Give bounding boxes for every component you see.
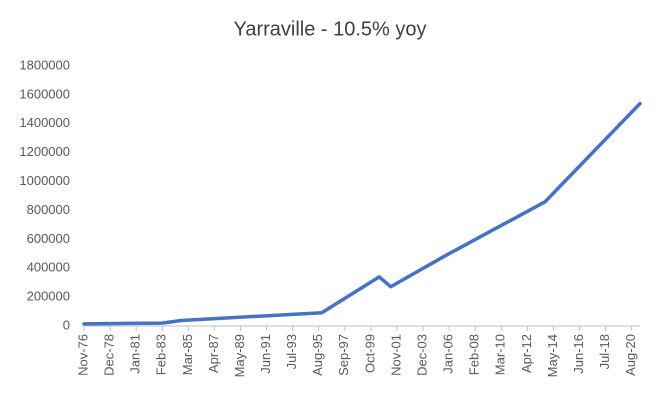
y-tick-label: 800000	[27, 202, 70, 217]
x-tick-label: Jan-06	[441, 334, 456, 374]
line	[82, 101, 642, 326]
x-tick-label: Jul-93	[284, 334, 299, 369]
y-tick-label: 600000	[27, 231, 70, 246]
y-tick-label: 1600000	[19, 86, 70, 101]
x-tick-label: Nov-76	[75, 334, 90, 376]
x-tick-label: Apr-87	[206, 334, 221, 373]
y-tick-label: 1400000	[19, 115, 70, 130]
chart-title: Yarraville - 10.5% yoy	[233, 18, 426, 40]
y-tick-label: 0	[63, 317, 70, 332]
x-tick-label: May-89	[232, 334, 247, 377]
x-tick-label: Feb-83	[154, 334, 169, 375]
x-tick-label: Aug-95	[310, 334, 325, 376]
x-tick-label: Jun-16	[571, 334, 586, 374]
x-tick-label: Sep-97	[336, 334, 351, 376]
x-tick-label: Jan-81	[128, 334, 143, 374]
y-tick-label: 1800000	[19, 57, 70, 72]
x-tick-label: Jul-18	[597, 334, 612, 369]
x-tick-label: Feb-08	[467, 334, 482, 375]
y-tick-label: 200000	[27, 289, 70, 304]
x-tick-label: Jun-91	[258, 334, 273, 374]
y-tick-label: 1200000	[19, 144, 70, 159]
x-tick-label: Oct-99	[362, 334, 377, 373]
x-tick-label: Aug-20	[623, 334, 638, 376]
x-tick-label: Nov-01	[388, 334, 403, 376]
x-tick-label: Apr-12	[519, 334, 534, 373]
x-tick-label: Mar-85	[180, 334, 195, 375]
x-tick-label: Mar-10	[493, 334, 508, 375]
x-tick-label: Dec-03	[414, 334, 429, 376]
x-tick-label: Dec-78	[102, 334, 117, 376]
x-tick-label: May-14	[545, 334, 560, 377]
y-tick-label: 1000000	[19, 173, 70, 188]
y-tick-label: 400000	[27, 260, 70, 275]
